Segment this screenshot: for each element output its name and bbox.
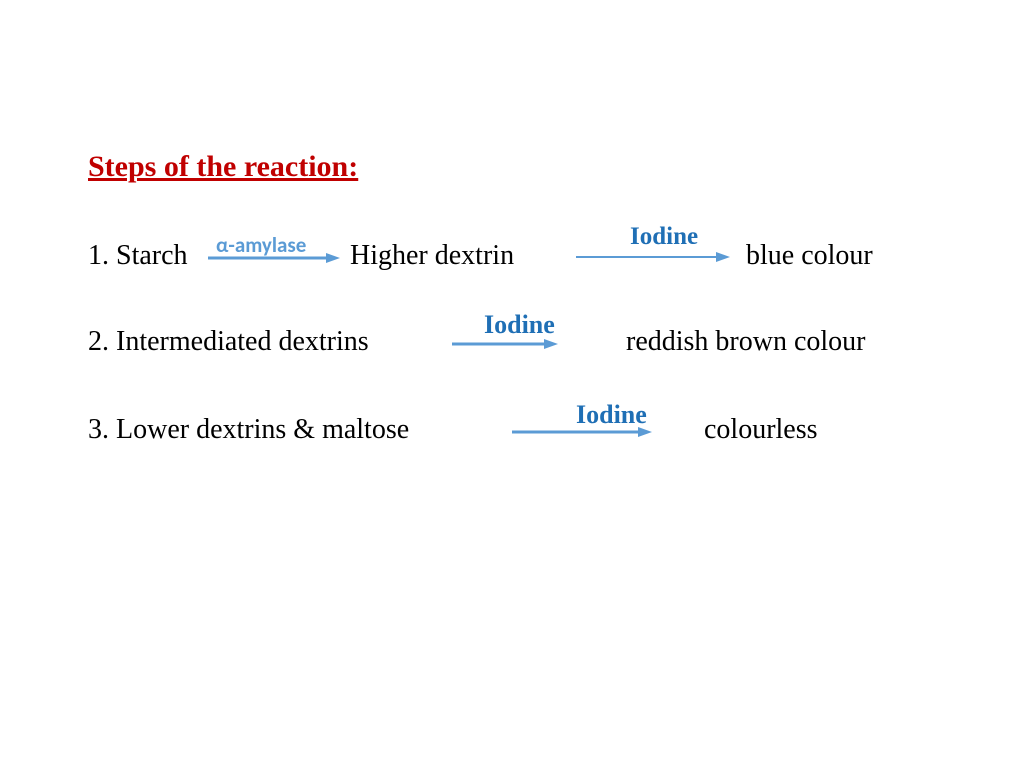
slide-container: Steps of the reaction: 1. Starch Higher … [0, 0, 1024, 768]
step3-right: colourless [704, 414, 818, 446]
step1-mid: Higher dextrin [350, 240, 514, 272]
step2-left: 2. Intermediated dextrins [88, 326, 369, 358]
arrow-icon [452, 316, 560, 358]
arrow-icon [576, 229, 732, 271]
step1-left: 1. Starch [88, 240, 188, 272]
arrow-icon [208, 236, 342, 272]
step3-left: 3. Lower dextrins & maltose [88, 414, 409, 446]
step2-right: reddish brown colour [626, 326, 866, 358]
step1-right: blue colour [746, 240, 873, 272]
slide-title: Steps of the reaction: [88, 150, 358, 184]
arrow-icon [512, 404, 654, 446]
